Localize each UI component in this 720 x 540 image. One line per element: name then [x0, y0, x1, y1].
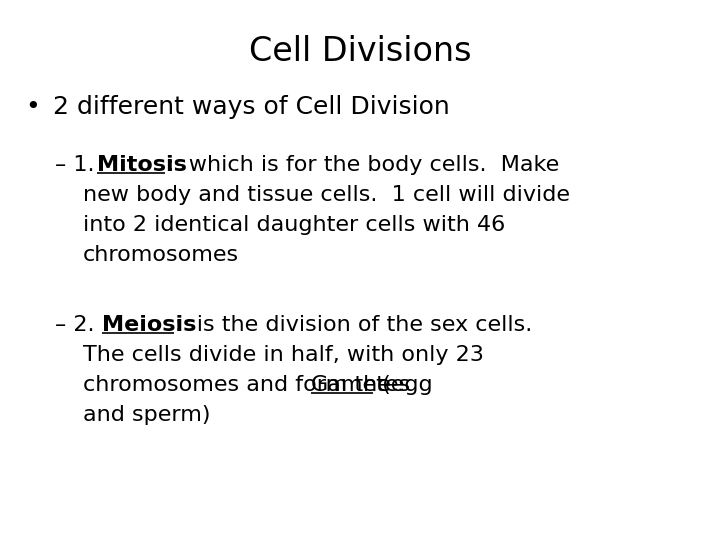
Text: into 2 identical daughter cells with 46: into 2 identical daughter cells with 46 — [83, 215, 505, 235]
Text: :  which is for the body cells.  Make: : which is for the body cells. Make — [167, 155, 559, 175]
Text: (egg: (egg — [375, 375, 433, 395]
Text: •: • — [25, 95, 40, 119]
Text: chromosomes: chromosomes — [83, 245, 239, 265]
Text: – 2.: – 2. — [55, 315, 94, 335]
Text: Cell Divisions: Cell Divisions — [248, 35, 472, 68]
Text: Gametes: Gametes — [311, 375, 411, 395]
Text: Meiosis: Meiosis — [102, 315, 197, 335]
Text: – 1.: – 1. — [55, 155, 94, 175]
Text: and sperm): and sperm) — [83, 405, 210, 425]
Text: 2 different ways of Cell Division: 2 different ways of Cell Division — [53, 95, 450, 119]
Text: new body and tissue cells.  1 cell will divide: new body and tissue cells. 1 cell will d… — [83, 185, 570, 205]
Text: :  is the division of the sex cells.: : is the division of the sex cells. — [175, 315, 532, 335]
Text: The cells divide in half, with only 23: The cells divide in half, with only 23 — [83, 345, 484, 365]
Text: Mitosis: Mitosis — [97, 155, 187, 175]
Text: chromosomes and form the: chromosomes and form the — [83, 375, 398, 395]
